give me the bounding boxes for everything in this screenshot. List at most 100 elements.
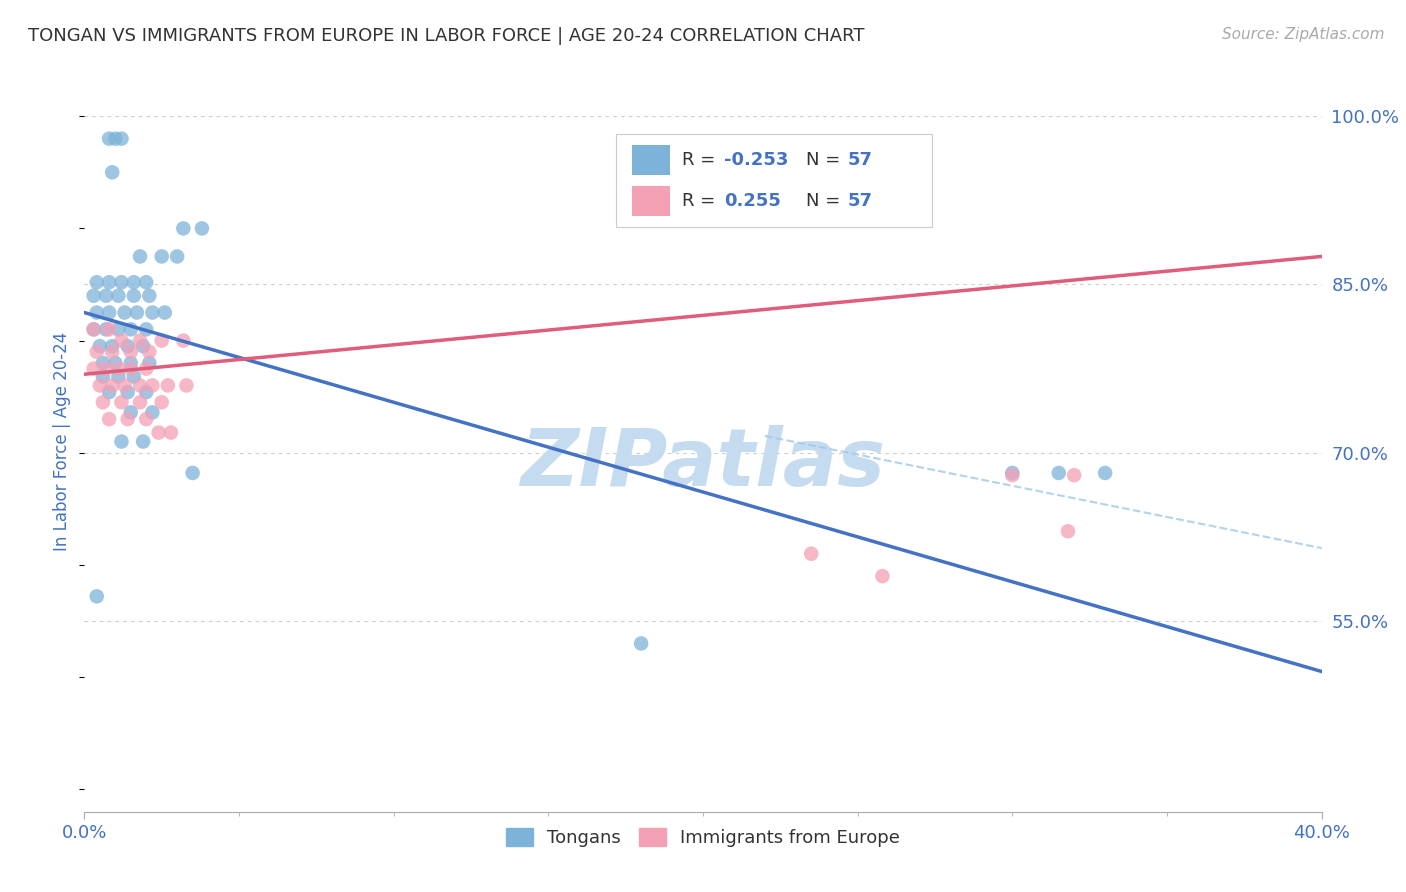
Point [800,547,823,561]
Point [120,361,142,376]
Text: R =: R = [682,152,721,169]
Point [101,378,124,392]
Text: TONGAN VS IMMIGRANTS FROM EUROPE IN LABOR FORCE | AGE 20-24 CORRELATION CHART: TONGAN VS IMMIGRANTS FROM EUROPE IN LABO… [28,27,865,45]
Point [107,322,129,336]
Point [114,305,136,319]
Point [91,369,114,384]
Point [1001,468,1024,483]
Point [86,275,108,289]
Point [150,250,173,264]
Point [98,131,121,145]
Point [135,361,157,376]
Point [117,412,139,426]
Point [125,305,148,319]
Point [110,334,132,348]
Point [120,344,142,359]
Point [110,131,132,145]
Bar [633,186,669,216]
Point [114,378,136,392]
Point [86,305,108,319]
Point [132,434,155,449]
Text: N =: N = [806,152,845,169]
Point [191,221,214,235]
Point [107,289,129,303]
Text: N =: N = [806,192,845,210]
Point [98,385,121,400]
Point [141,305,163,319]
Point [135,275,157,289]
Point [122,369,145,384]
Point [135,322,157,336]
Legend: Tongans, Immigrants from Europe: Tongans, Immigrants from Europe [498,821,908,855]
Point [86,344,108,359]
Point [107,369,129,384]
Text: -0.253: -0.253 [724,152,789,169]
Text: 57: 57 [848,192,873,210]
Point [176,378,198,392]
Point [160,425,183,440]
Point [110,275,132,289]
Point [122,289,145,303]
Point [122,275,145,289]
Point [150,395,173,409]
Point [1063,468,1085,483]
Point [1057,524,1080,539]
Point [172,221,194,235]
Point [166,250,188,264]
Point [148,425,170,440]
Point [98,275,121,289]
Point [141,378,163,392]
Point [98,305,121,319]
Point [104,131,127,145]
Text: 57: 57 [848,152,873,169]
Point [94,322,117,336]
Point [101,339,124,353]
Text: Source: ZipAtlas.com: Source: ZipAtlas.com [1222,27,1385,42]
Point [120,356,142,370]
Point [94,361,117,376]
Point [91,356,114,370]
Point [1388,513,1406,527]
Point [153,305,176,319]
Point [138,289,160,303]
Point [1047,466,1070,480]
Point [872,569,894,583]
Point [104,356,127,370]
Text: R =: R = [682,192,721,210]
Text: ZIPatlas: ZIPatlas [520,425,886,503]
Point [1001,466,1024,480]
Point [150,334,173,348]
Point [141,405,163,419]
Point [86,590,108,604]
Bar [633,145,669,175]
Point [101,344,124,359]
Point [83,361,105,376]
Point [89,378,111,392]
Point [101,165,124,179]
Point [94,289,117,303]
Point [98,412,121,426]
Point [135,412,157,426]
Point [135,385,157,400]
Point [91,395,114,409]
Point [138,344,160,359]
Point [172,334,194,348]
Point [110,434,132,449]
Point [117,385,139,400]
Text: 0.255: 0.255 [724,192,780,210]
Point [120,322,142,336]
Y-axis label: In Labor Force | Age 20-24: In Labor Force | Age 20-24 [53,332,72,551]
Point [83,289,105,303]
Point [98,322,121,336]
Point [120,405,142,419]
Point [156,378,179,392]
Point [630,636,652,650]
Point [1341,238,1364,252]
Point [83,322,105,336]
Point [107,361,129,376]
Point [132,339,155,353]
Point [110,395,132,409]
Point [129,250,152,264]
Point [129,395,152,409]
Point [89,339,111,353]
